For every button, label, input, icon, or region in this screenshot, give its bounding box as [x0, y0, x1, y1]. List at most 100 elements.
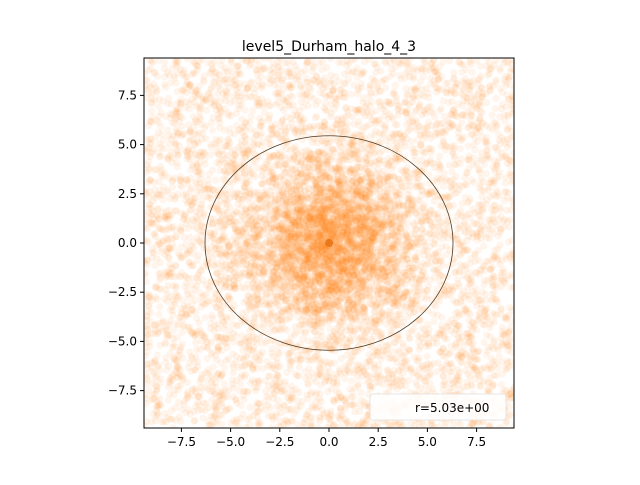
scatter-point — [288, 348, 296, 356]
chart-title: level5_Durham_halo_4_3 — [242, 39, 416, 55]
scatter-point — [359, 283, 367, 292]
scatter-point — [498, 283, 506, 291]
scatter-point — [244, 84, 252, 92]
scatter-point — [312, 391, 320, 399]
scatter-point — [151, 96, 159, 104]
scatter-point — [468, 68, 476, 77]
scatter-point — [353, 291, 361, 299]
scatter-point — [191, 416, 199, 425]
scatter-point — [412, 378, 420, 386]
scatter-point — [265, 163, 273, 171]
scatter-point — [282, 134, 290, 142]
scatter-point — [221, 364, 229, 372]
scatter-point — [355, 105, 363, 113]
scatter-point — [485, 225, 493, 233]
scatter-point — [387, 100, 395, 108]
scatter-point — [161, 213, 169, 221]
scatter-point — [500, 58, 508, 63]
scatter-point — [454, 354, 462, 362]
scatter-point — [411, 149, 419, 157]
scatter-point — [368, 180, 376, 188]
scatter-point — [455, 125, 463, 133]
scatter-point — [453, 276, 462, 284]
scatter-point — [215, 337, 223, 345]
scatter-point — [317, 381, 325, 389]
scatter-point — [347, 141, 355, 149]
scatter-point — [323, 221, 332, 229]
scatter-point — [285, 396, 293, 404]
scatter-point — [145, 302, 153, 310]
scatter-point — [220, 231, 228, 239]
scatter-point — [366, 185, 374, 193]
scatter-point — [509, 272, 514, 280]
scatter-point — [330, 422, 338, 428]
scatter-point — [153, 397, 161, 405]
scatter-point — [202, 281, 210, 289]
scatter-point — [396, 211, 404, 219]
scatter-point — [147, 418, 156, 426]
scatter-point — [492, 76, 500, 84]
scatter-point — [439, 326, 447, 334]
scatter-point — [249, 170, 257, 178]
scatter-point — [333, 96, 341, 104]
scatter-point — [249, 304, 257, 312]
scatter-point — [368, 198, 377, 206]
scatter-point — [461, 180, 470, 188]
scatter-point — [484, 140, 492, 148]
scatter-point — [509, 362, 514, 370]
scatter-point — [338, 332, 346, 340]
scatter-point — [214, 90, 222, 98]
scatter-point — [472, 356, 480, 364]
scatter-point — [193, 87, 202, 95]
scatter-point — [480, 187, 488, 195]
scatter-point — [188, 354, 196, 362]
scatter-point — [464, 124, 472, 132]
scatter-point — [361, 234, 369, 243]
scatter-point — [498, 370, 506, 378]
scatter-point — [237, 402, 245, 410]
scatter-point — [408, 369, 416, 377]
scatter-point — [441, 194, 449, 202]
scatter-point — [490, 311, 498, 319]
scatter-point — [376, 193, 384, 201]
scatter-point — [488, 111, 496, 119]
scatter-point — [394, 280, 402, 288]
scatter-point — [171, 289, 179, 297]
scatter-point — [208, 338, 216, 346]
scatter-point — [208, 255, 216, 263]
scatter-point — [162, 112, 170, 120]
scatter-point — [167, 147, 175, 155]
scatter-point — [189, 163, 197, 171]
scatter-point — [191, 285, 199, 293]
scatter-point — [509, 176, 514, 184]
scatter-point — [289, 58, 297, 66]
scatter-point — [430, 251, 438, 259]
scatter-point — [350, 138, 358, 146]
scatter-point — [214, 151, 222, 159]
scatter-point — [235, 126, 243, 134]
scatter-point — [198, 58, 206, 63]
scatter-point — [436, 152, 444, 160]
scatter-point — [424, 359, 432, 368]
scatter-point — [326, 407, 335, 415]
scatter-point — [200, 184, 208, 192]
scatter-point — [475, 309, 483, 317]
scatter-point — [469, 205, 477, 213]
scatter-point — [498, 100, 506, 108]
scatter-point — [366, 382, 374, 390]
scatter-point — [404, 313, 412, 321]
scatter-point — [290, 71, 298, 80]
scatter-point — [466, 279, 474, 287]
scatter-point — [184, 144, 193, 152]
scatter-point — [272, 100, 280, 108]
scatter-point — [391, 81, 399, 89]
scatter-point — [448, 168, 456, 176]
scatter-point — [479, 222, 487, 230]
scatter-point — [430, 359, 438, 367]
scatter-point — [400, 139, 408, 147]
scatter-point — [187, 306, 195, 314]
scatter-point — [175, 118, 183, 126]
scatter-point — [490, 318, 499, 326]
scatter-point — [439, 372, 447, 380]
